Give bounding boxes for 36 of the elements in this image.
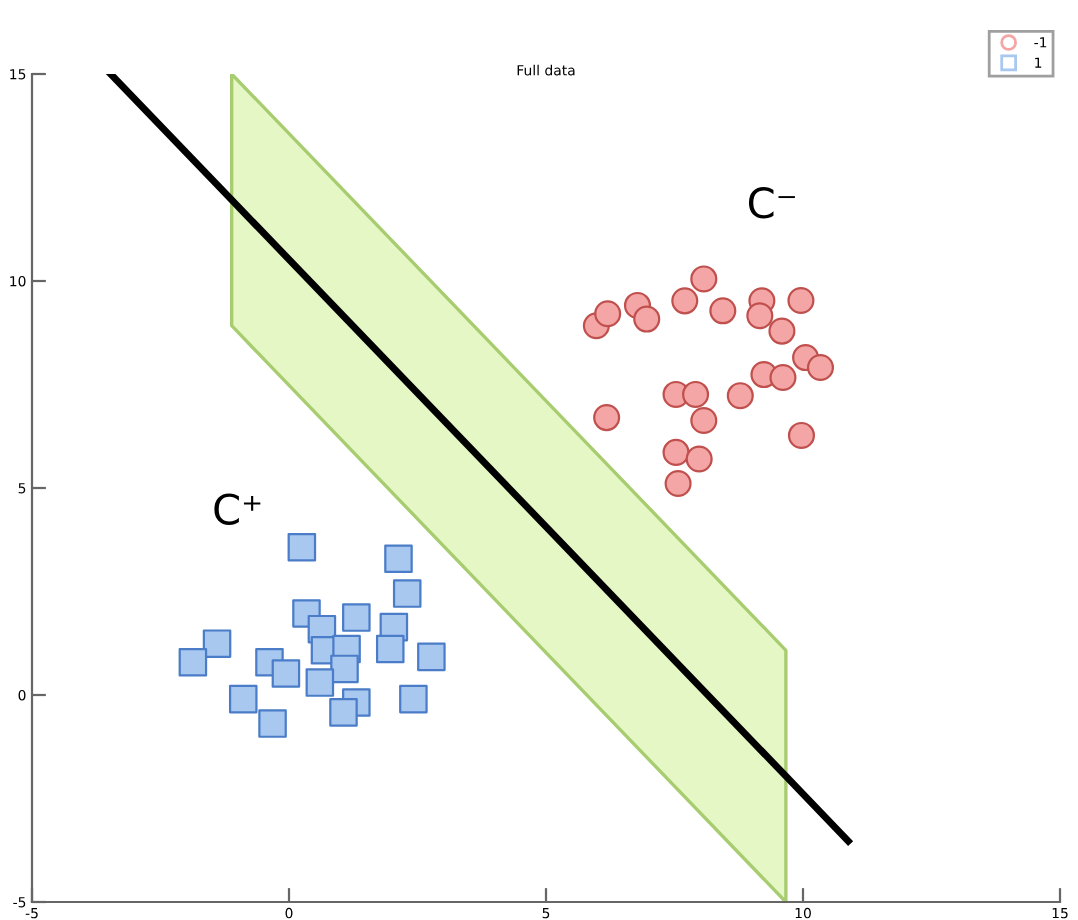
point [746,302,774,330]
point [417,642,446,672]
annotation: C⁻ [748,187,795,219]
point [633,305,661,333]
point [690,265,718,293]
point [671,287,699,315]
point [384,544,413,574]
point [709,297,737,325]
point [806,353,835,382]
point [287,532,317,562]
point [769,363,797,391]
point [330,654,359,684]
annotation: C⁺ [214,493,261,525]
point [399,684,428,714]
point [305,668,335,697]
point [726,382,754,410]
point [690,406,718,435]
point [682,380,710,408]
point [271,659,301,688]
point [178,648,208,677]
point [392,579,422,608]
point [342,603,371,632]
point [375,634,405,664]
point [768,317,796,345]
point [258,709,287,738]
point [593,404,621,432]
line-series [107,74,852,845]
point [202,629,232,658]
point [662,438,690,466]
point [685,445,713,473]
point [664,469,692,497]
point [787,421,815,449]
point [228,684,258,714]
point [329,698,358,727]
point [594,300,622,328]
point [787,286,815,314]
